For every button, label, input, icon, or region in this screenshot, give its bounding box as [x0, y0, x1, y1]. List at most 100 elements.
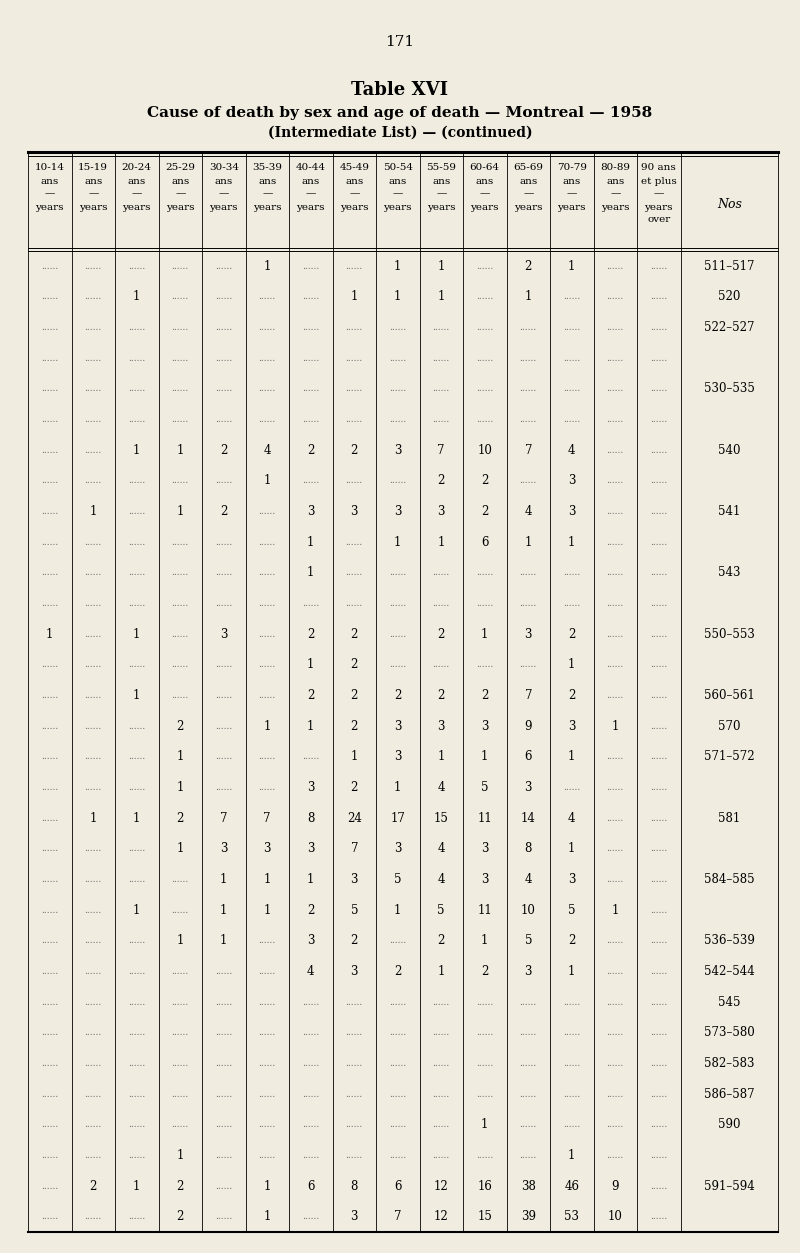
- Text: ......: ......: [433, 1090, 450, 1099]
- Text: ......: ......: [520, 476, 537, 485]
- Text: 2: 2: [350, 628, 358, 640]
- Text: 1: 1: [611, 903, 619, 917]
- Text: ......: ......: [128, 1090, 146, 1099]
- Text: ......: ......: [172, 538, 189, 546]
- Text: ......: ......: [128, 1212, 146, 1222]
- Text: ......: ......: [563, 599, 580, 608]
- Text: ......: ......: [433, 660, 450, 669]
- Text: 55-59: 55-59: [426, 163, 456, 173]
- Text: 2: 2: [307, 903, 314, 917]
- Text: ......: ......: [128, 599, 146, 608]
- Text: ......: ......: [302, 353, 319, 363]
- Text: ......: ......: [606, 813, 624, 823]
- Text: ......: ......: [476, 292, 494, 302]
- Text: ......: ......: [606, 507, 624, 516]
- Text: 511–517: 511–517: [704, 259, 754, 273]
- Text: 570: 570: [718, 719, 741, 733]
- Text: ......: ......: [563, 1090, 580, 1099]
- Text: ......: ......: [215, 690, 232, 700]
- Text: ......: ......: [563, 1029, 580, 1037]
- Text: ......: ......: [346, 1120, 363, 1129]
- Text: 1: 1: [263, 475, 271, 487]
- Text: 3: 3: [220, 842, 227, 856]
- Text: 2: 2: [568, 935, 575, 947]
- Text: 1: 1: [307, 566, 314, 579]
- Text: ......: ......: [389, 660, 406, 669]
- Text: ......: ......: [476, 599, 494, 608]
- Text: 7: 7: [220, 812, 227, 824]
- Text: 1: 1: [307, 873, 314, 886]
- Text: ......: ......: [563, 323, 580, 332]
- Text: ......: ......: [476, 997, 494, 1006]
- Text: ......: ......: [215, 967, 232, 976]
- Text: 6: 6: [525, 751, 532, 763]
- Text: ......: ......: [606, 690, 624, 700]
- Text: 30-34: 30-34: [209, 163, 238, 173]
- Text: 1: 1: [133, 628, 141, 640]
- Text: 5: 5: [525, 935, 532, 947]
- Text: years: years: [253, 203, 282, 212]
- Text: ......: ......: [258, 599, 276, 608]
- Text: ......: ......: [520, 599, 537, 608]
- Text: ......: ......: [302, 1059, 319, 1068]
- Text: years: years: [514, 203, 542, 212]
- Text: 1: 1: [46, 628, 54, 640]
- Text: et plus: et plus: [641, 177, 677, 185]
- Text: ......: ......: [258, 630, 276, 639]
- Text: ......: ......: [215, 1150, 232, 1160]
- Text: 1: 1: [263, 1210, 271, 1223]
- Text: ......: ......: [606, 538, 624, 546]
- Text: ......: ......: [520, 1120, 537, 1129]
- Text: ......: ......: [606, 967, 624, 976]
- Text: 5: 5: [481, 781, 489, 794]
- Text: 2: 2: [481, 689, 489, 702]
- Text: 1: 1: [177, 1149, 184, 1162]
- Text: ......: ......: [41, 446, 58, 455]
- Text: 4: 4: [568, 812, 575, 824]
- Text: ......: ......: [258, 538, 276, 546]
- Text: ......: ......: [258, 1029, 276, 1037]
- Text: ......: ......: [128, 569, 146, 578]
- Text: 7: 7: [525, 444, 532, 457]
- Text: 1: 1: [177, 781, 184, 794]
- Text: 8: 8: [525, 842, 532, 856]
- Text: ......: ......: [650, 507, 667, 516]
- Text: ......: ......: [172, 630, 189, 639]
- Text: ......: ......: [41, 262, 58, 271]
- Text: ......: ......: [563, 353, 580, 363]
- Text: 1: 1: [438, 291, 445, 303]
- Text: ......: ......: [128, 323, 146, 332]
- Text: ......: ......: [85, 967, 102, 976]
- Text: ......: ......: [41, 323, 58, 332]
- Text: ......: ......: [258, 353, 276, 363]
- Text: ......: ......: [433, 323, 450, 332]
- Text: 35-39: 35-39: [252, 163, 282, 173]
- Text: 520: 520: [718, 291, 741, 303]
- Text: 1: 1: [611, 719, 619, 733]
- Text: ......: ......: [606, 875, 624, 883]
- Text: ......: ......: [128, 507, 146, 516]
- Text: ......: ......: [85, 262, 102, 271]
- Text: ......: ......: [650, 906, 667, 915]
- Text: —: —: [523, 189, 534, 198]
- Text: ......: ......: [650, 415, 667, 424]
- Text: 2: 2: [350, 781, 358, 794]
- Text: 1: 1: [177, 842, 184, 856]
- Text: ......: ......: [172, 997, 189, 1006]
- Text: ......: ......: [650, 722, 667, 730]
- Text: ......: ......: [85, 1059, 102, 1068]
- Text: ......: ......: [389, 599, 406, 608]
- Text: ......: ......: [85, 630, 102, 639]
- Text: ......: ......: [215, 1182, 232, 1190]
- Text: 10: 10: [521, 903, 536, 917]
- Text: ......: ......: [606, 599, 624, 608]
- Text: —: —: [654, 189, 664, 198]
- Text: ......: ......: [85, 906, 102, 915]
- Text: 1: 1: [438, 751, 445, 763]
- Text: 11: 11: [478, 812, 492, 824]
- Text: 2: 2: [220, 444, 227, 457]
- Text: 6: 6: [481, 536, 489, 549]
- Text: ......: ......: [172, 906, 189, 915]
- Text: ......: ......: [172, 1120, 189, 1129]
- Text: ......: ......: [258, 690, 276, 700]
